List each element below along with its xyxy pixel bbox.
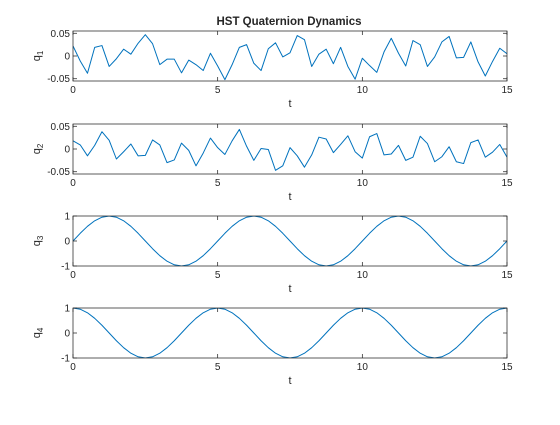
y-tick-label-q3-1: 0	[64, 237, 70, 248]
y-axis-label-sub-q2: 2	[36, 143, 45, 148]
x-tick-label-q3-0: 0	[70, 270, 76, 281]
x-axis-label-q2: t	[288, 191, 291, 203]
y-axis-label-sub-q3: 3	[36, 235, 45, 240]
x-tick-label-q2-5: 5	[215, 178, 221, 189]
series-line-q2-0	[73, 128, 507, 171]
y-axis-label-base-q3: q	[31, 240, 43, 246]
y-tick-label-q4-0: -1	[61, 354, 70, 365]
chart-title: HST Quaternion Dynamics	[216, 16, 361, 28]
plot-area-q4	[73, 308, 507, 358]
y-tick-label-q2-0: -0.05	[47, 167, 70, 178]
y-tick-label-q3-2: 1	[64, 212, 70, 223]
x-axis-label-q1: t	[288, 98, 291, 110]
x-tick-label-q3-5: 5	[215, 270, 221, 281]
x-tick-label-q1-15: 15	[501, 85, 513, 96]
y-axis-label-q4: q4	[31, 327, 45, 338]
x-axis-label-q3: t	[288, 283, 291, 295]
y-tick-label-q2-2: 0.05	[51, 122, 71, 133]
y-axis-label-base-q4: q	[31, 332, 43, 338]
x-tick-label-q1-0: 0	[70, 85, 76, 96]
x-tick-label-q4-10: 10	[357, 362, 369, 373]
y-axis-label-q1: q1	[31, 50, 45, 61]
series-line-q3-0	[73, 216, 507, 266]
x-tick-label-q2-15: 15	[501, 178, 513, 189]
x-tick-label-q2-0: 0	[70, 178, 76, 189]
plot-area-q2	[73, 124, 507, 174]
x-tick-label-q4-0: 0	[70, 362, 76, 373]
y-tick-label-q4-2: 1	[64, 304, 70, 315]
y-axis-label-sub-q1: 1	[36, 50, 45, 55]
x-tick-label-q2-10: 10	[357, 178, 369, 189]
y-tick-label-q1-2: 0.05	[51, 29, 71, 40]
y-axis-label-base-q2: q	[31, 148, 43, 154]
y-tick-label-q3-0: -1	[61, 262, 70, 273]
x-tick-label-q3-15: 15	[501, 270, 513, 281]
x-tick-label-q3-10: 10	[357, 270, 369, 281]
y-tick-label-q2-1: 0	[64, 145, 70, 156]
y-axis-label-q3: q3	[31, 235, 45, 246]
x-tick-label-q1-10: 10	[357, 85, 369, 96]
y-tick-label-q1-1: 0	[64, 52, 70, 63]
x-tick-label-q1-5: 5	[215, 85, 221, 96]
x-axis-label-q4: t	[288, 375, 291, 387]
y-tick-label-q4-1: 0	[64, 329, 70, 340]
y-axis-label-q2: q2	[31, 143, 45, 154]
series-line-q1-0	[73, 34, 507, 81]
y-axis-label-sub-q4: 4	[36, 327, 45, 332]
plot-area-q1	[73, 31, 507, 81]
x-tick-label-q4-5: 5	[215, 362, 221, 373]
x-tick-label-q4-15: 15	[501, 362, 513, 373]
y-tick-label-q1-0: -0.05	[47, 74, 70, 85]
y-axis-label-base-q1: q	[31, 55, 43, 61]
